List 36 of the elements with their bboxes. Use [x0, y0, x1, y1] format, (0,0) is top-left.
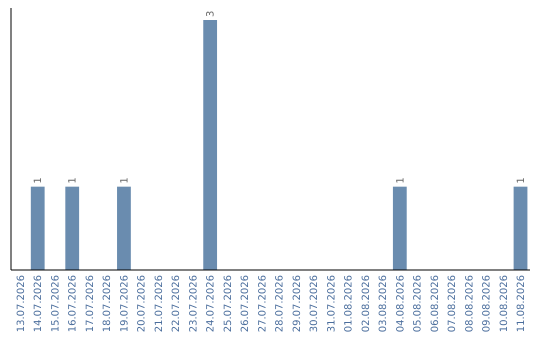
- x-tick-label: 19.07.2026: [119, 275, 130, 332]
- x-tick-label: 06.08.2026: [430, 275, 441, 332]
- x-tick-label: 26.07.2026: [240, 275, 252, 332]
- x-tick-label: 31.07.2026: [326, 275, 338, 332]
- x-tick-label: 30.07.2026: [309, 275, 320, 332]
- x-tick-label: 22.07.2026: [171, 275, 182, 332]
- x-tick-label: 23.07.2026: [188, 275, 200, 332]
- x-tick-label: 20.07.2026: [136, 275, 148, 332]
- data-label: 1: [68, 177, 79, 184]
- x-tick-label: 07.08.2026: [447, 275, 458, 332]
- x-tick-label: 03.08.2026: [378, 275, 390, 332]
- x-tick-label: 05.08.2026: [412, 275, 424, 332]
- x-tick-label: 18.07.2026: [102, 275, 114, 332]
- x-tick-label: 02.08.2026: [360, 275, 372, 332]
- x-tick-label: 11.08.2026: [516, 275, 528, 332]
- x-tick-label: 24.07.2026: [206, 275, 217, 332]
- x-tick-label: 08.08.2026: [464, 275, 476, 332]
- x-tick-label: 17.07.2026: [84, 275, 96, 332]
- x-tick-label: 25.07.2026: [222, 275, 234, 332]
- x-tick-label: 01.08.2026: [344, 275, 355, 332]
- data-label: 1: [33, 177, 44, 184]
- x-tick-label: 16.07.2026: [68, 275, 79, 332]
- x-tick-label: 10.08.2026: [498, 275, 510, 332]
- data-label: 1: [119, 177, 130, 184]
- data-label: 1: [395, 177, 406, 184]
- x-tick-label: 13.07.2026: [16, 275, 27, 332]
- x-tick-label: 29.07.2026: [292, 275, 303, 332]
- data-label: 1: [516, 177, 528, 184]
- x-tick-label: 15.07.2026: [50, 275, 62, 332]
- x-tick-label: 14.07.2026: [33, 275, 44, 332]
- x-tick-label: 09.08.2026: [482, 275, 493, 332]
- x-tick-label: 28.07.2026: [274, 275, 286, 332]
- data-label: 3: [206, 10, 217, 17]
- x-tick-label: 04.08.2026: [395, 275, 406, 332]
- x-tick-label: 27.07.2026: [257, 275, 268, 332]
- x-tick-label: 21.07.2026: [154, 275, 165, 332]
